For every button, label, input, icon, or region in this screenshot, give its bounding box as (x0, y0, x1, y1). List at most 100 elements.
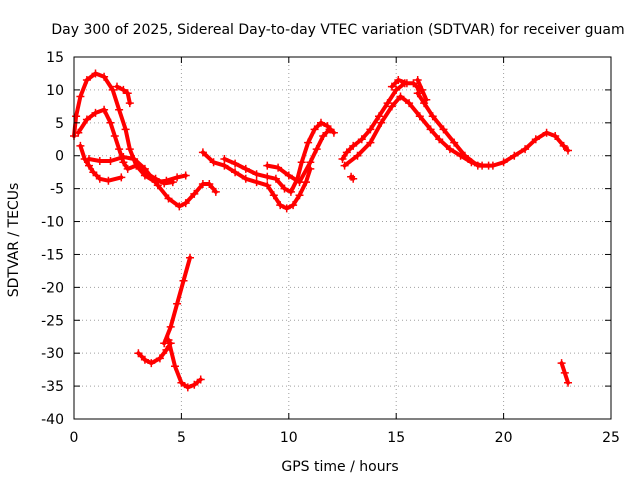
data-point-marker (134, 349, 143, 358)
data-point-marker (241, 164, 250, 173)
data-point-marker (211, 187, 220, 196)
data-point-marker (405, 99, 414, 108)
x-tick-label: 20 (495, 430, 513, 446)
data-point-marker (338, 155, 347, 163)
data-point-marker (220, 155, 229, 163)
data-point-marker (117, 173, 126, 182)
series-line (222, 120, 336, 194)
data-point-marker (95, 157, 104, 165)
data-point-marker (282, 204, 291, 213)
x-axis-label: GPS time / hours (281, 459, 398, 475)
y-tick-labels: 15 10 5 0 -5 -10 -15 -20 -25 -30 -35 -40 (41, 50, 64, 428)
data-point-marker (396, 92, 405, 101)
data-point-marker (426, 125, 435, 134)
data-point-marker (82, 76, 91, 84)
data-point-marker (89, 168, 98, 177)
data-point-marker (91, 69, 100, 78)
x-tick-label: 25 (602, 430, 620, 446)
data-point-marker (241, 174, 250, 183)
series-arc-6 (198, 148, 315, 213)
data-point-marker (280, 184, 289, 193)
data-point-marker (115, 105, 124, 114)
data-point-marker (110, 132, 119, 140)
data-point-marker (271, 174, 280, 183)
data-point-marker (353, 151, 362, 160)
data-point-marker (366, 138, 375, 147)
data-point-marker (564, 378, 572, 387)
data-point-marker (171, 362, 179, 371)
data-point-marker (108, 85, 117, 94)
data-point-marker (559, 141, 568, 150)
data-point-marker (121, 125, 130, 134)
series-line (265, 127, 332, 185)
y-tick-label: -5 (50, 182, 64, 198)
data-point-marker (153, 181, 162, 190)
y-axis-label: SDTVAR / TECUs (6, 183, 22, 298)
data-point-marker (392, 85, 401, 94)
data-point-marker (394, 76, 403, 84)
data-point-marker (123, 89, 132, 98)
data-point-marker (164, 336, 173, 344)
y-tick-label: -30 (41, 346, 64, 362)
series-arc-4 (76, 141, 126, 185)
data-point-marker (325, 125, 334, 134)
data-point-marker (85, 155, 93, 163)
data-point-marker (531, 135, 540, 144)
data-point-marker (198, 148, 207, 157)
series-line (78, 143, 124, 183)
series-arc-17 (557, 359, 572, 387)
series-line (115, 84, 132, 106)
series-line (415, 91, 491, 168)
data-point-marker (557, 359, 566, 368)
data-point-marker (375, 112, 383, 121)
data-point-marker (205, 180, 214, 188)
series-arc-18 (347, 172, 358, 183)
data-point-marker (155, 354, 164, 363)
grid-layer (74, 57, 611, 419)
tick-layer (73, 56, 612, 420)
data-point-marker (349, 141, 358, 150)
data-point-marker (183, 383, 192, 392)
data-point-marker (119, 85, 128, 94)
series-arc-7 (220, 118, 338, 196)
data-point-marker (387, 102, 396, 111)
data-point-marker (340, 161, 349, 170)
y-tick-label: -15 (41, 247, 64, 263)
data-point-marker (286, 187, 295, 196)
series-arc-10 (340, 92, 572, 170)
data-point-marker (484, 161, 493, 170)
data-point-marker (231, 159, 240, 168)
y-tick-label: -35 (41, 379, 64, 395)
data-point-marker (106, 118, 115, 127)
series-layer (70, 69, 572, 392)
data-point-marker (164, 194, 173, 203)
y-tick-label: -10 (41, 215, 64, 231)
data-point-marker (140, 355, 149, 364)
data-point-marker (413, 76, 422, 84)
series-arc-2 (74, 105, 177, 188)
data-point-marker (415, 112, 424, 121)
data-point-marker (510, 151, 519, 160)
data-point-marker (402, 79, 411, 88)
data-point-marker (82, 115, 91, 124)
data-point-marker (196, 375, 205, 384)
series-arc-12 (387, 76, 411, 91)
data-point-marker (377, 118, 386, 127)
data-point-marker (289, 201, 298, 210)
data-point-marker (175, 202, 184, 211)
data-point-marker (460, 151, 469, 160)
data-point-marker (231, 168, 240, 177)
data-point-marker (76, 92, 85, 101)
data-point-marker (173, 173, 182, 182)
series-arc-8 (263, 125, 334, 187)
y-tick-label: 15 (46, 50, 64, 66)
x-tick-label: 10 (280, 430, 298, 446)
data-point-marker (106, 157, 115, 165)
data-point-marker (542, 128, 551, 137)
y-tick-label: 0 (55, 149, 64, 165)
data-point-marker (147, 359, 156, 368)
plot-frame (73, 56, 612, 420)
y-tick-label: 5 (55, 116, 64, 132)
